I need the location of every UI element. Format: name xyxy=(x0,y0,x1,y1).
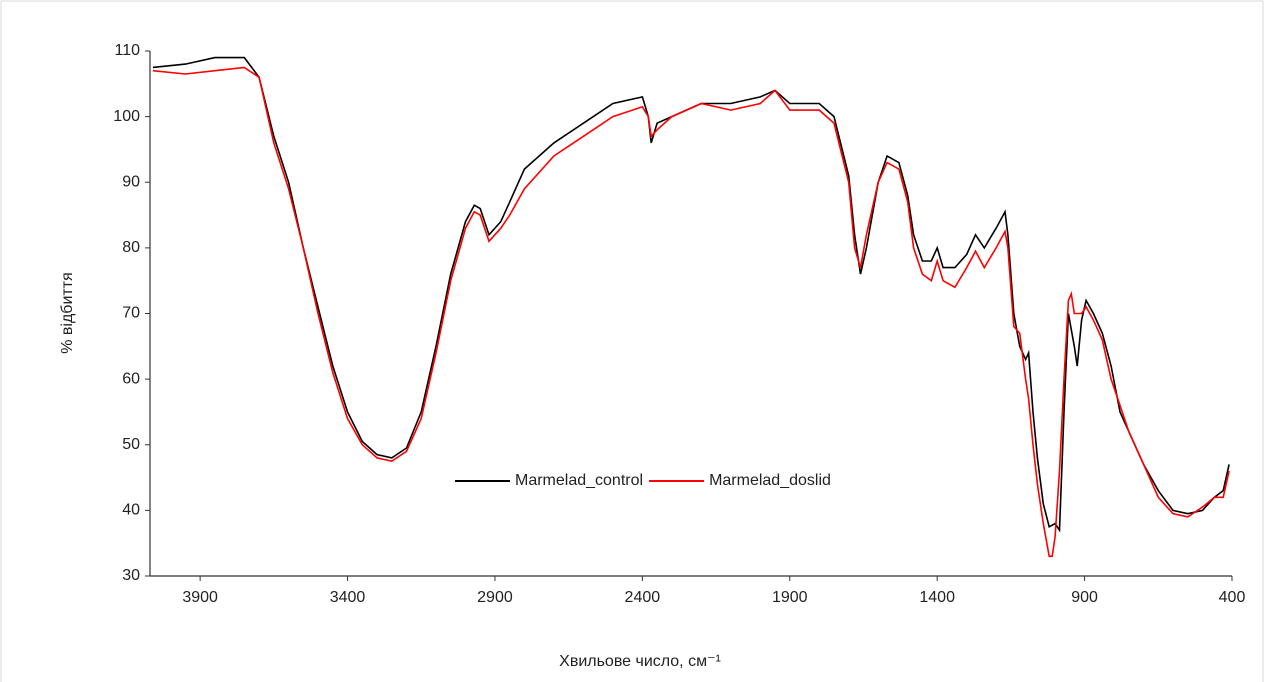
x-tick-label: 400 xyxy=(1219,589,1246,606)
x-tick-label: 900 xyxy=(1071,589,1098,606)
x-tick-label: 2900 xyxy=(477,589,513,606)
x-axis-label: Хвильове число, см⁻¹ xyxy=(559,653,721,670)
y-tick-label: 100 xyxy=(113,108,140,125)
y-tick-label: 30 xyxy=(122,567,140,584)
y-tick-label: 60 xyxy=(122,370,140,387)
x-tick-label: 3400 xyxy=(330,589,366,606)
legend-label: Marmelad_control xyxy=(515,472,643,489)
x-tick-label: 1400 xyxy=(919,589,955,606)
x-tick-label: 1900 xyxy=(772,589,808,606)
y-axis-label: % відбиття xyxy=(59,272,76,353)
y-tick-label: 70 xyxy=(122,305,140,322)
legend-label: Marmelad_doslid xyxy=(709,472,831,489)
y-tick-label: 110 xyxy=(114,42,140,59)
x-tick-label: 3900 xyxy=(182,589,218,606)
y-tick-label: 50 xyxy=(122,436,140,453)
y-tick-label: 80 xyxy=(122,239,140,256)
y-tick-label: 40 xyxy=(122,502,140,519)
y-tick-label: 90 xyxy=(122,173,140,190)
x-tick-label: 2400 xyxy=(625,589,661,606)
series-line xyxy=(152,66,1230,558)
